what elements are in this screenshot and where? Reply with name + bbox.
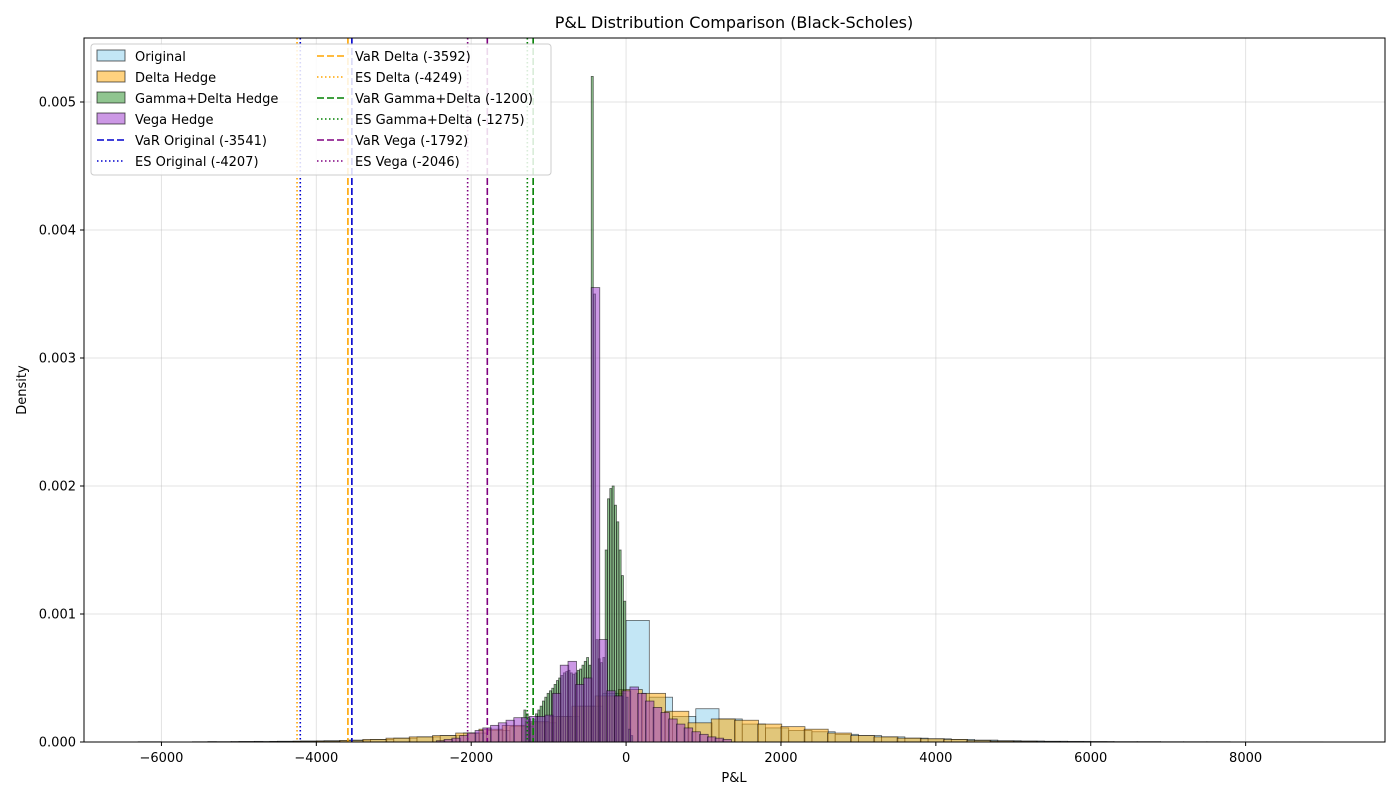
histogram-bar	[621, 690, 632, 743]
legend-item: Gamma+Delta Hedge	[96, 91, 278, 107]
histogram-bar	[780, 726, 806, 743]
histogram-bar	[637, 692, 647, 743]
legend-item: ES Original (-4207)	[97, 155, 259, 170]
histogram-bar	[567, 660, 577, 743]
legend-label: Vega Hedge	[135, 113, 214, 128]
y-tick-label: 0.003	[39, 352, 76, 367]
histogram-bar	[459, 735, 469, 743]
x-tick-label: 8000	[1229, 751, 1262, 766]
y-tick-label: 0.002	[39, 480, 76, 495]
legend-item: VaR Original (-3541)	[97, 134, 267, 149]
x-axis-label: P&L	[721, 771, 747, 786]
histogram-bar	[544, 714, 554, 743]
y-tick-label: 0.001	[39, 608, 76, 623]
legend-swatch	[96, 49, 126, 62]
legend-label: ES Original (-4207)	[135, 155, 259, 170]
legend-item: Original	[96, 49, 186, 65]
y-tick-label: 0.004	[39, 224, 76, 239]
histogram-bar	[606, 690, 616, 743]
legend-label: Delta Hedge	[135, 71, 216, 86]
y-tick-label: 0.000	[39, 736, 76, 751]
histogram-bar	[734, 719, 759, 743]
histogram-bar	[714, 737, 725, 743]
histogram-bar	[583, 677, 593, 743]
histogram-bar	[497, 722, 508, 743]
legend-item: VaR Vega (-1792)	[317, 134, 468, 149]
x-tick-label: −4000	[294, 751, 338, 766]
histogram-bar	[474, 730, 484, 743]
histogram-bar	[699, 733, 709, 743]
histogram-bars	[137, 76, 1324, 743]
legend-label: VaR Vega (-1792)	[355, 134, 468, 149]
x-tick-label: −6000	[139, 751, 183, 766]
chart-title: P&L Distribution Comparison (Black-Schol…	[555, 13, 914, 32]
legend-label: Gamma+Delta Hedge	[135, 92, 278, 107]
histogram-bar	[598, 639, 608, 743]
histogram-bar	[683, 727, 694, 743]
legend-swatch	[96, 112, 126, 125]
x-tick-label: 4000	[919, 751, 952, 766]
histogram-bar	[513, 717, 523, 743]
histogram-bar	[629, 686, 639, 743]
histogram-bar	[552, 692, 562, 743]
legend-label: ES Vega (-2046)	[355, 155, 460, 170]
legend-label: VaR Gamma+Delta (-1200)	[355, 92, 533, 107]
x-tick-label: 0	[622, 751, 630, 766]
legend-box	[90, 43, 552, 176]
legend-label: VaR Original (-3541)	[135, 134, 267, 149]
histogram-bar	[850, 735, 876, 743]
legend-label: ES Gamma+Delta (-1275)	[355, 113, 525, 128]
legend-item: VaR Delta (-3592)	[317, 50, 471, 65]
histogram-bar	[490, 724, 500, 743]
histogram-bar	[466, 732, 477, 743]
y-tick-label: 0.005	[39, 96, 76, 111]
histogram-bar	[575, 684, 585, 743]
histogram-bar	[660, 712, 670, 743]
legend-item: ES Vega (-2046)	[317, 155, 460, 170]
histogram-bar	[505, 719, 515, 743]
histogram-bar	[652, 707, 663, 743]
histogram-bar	[536, 716, 546, 743]
histogram-bar	[645, 700, 655, 743]
histogram-bar	[614, 695, 624, 743]
legend-label: ES Delta (-4249)	[355, 71, 462, 86]
legend-swatch	[96, 70, 126, 83]
histogram-bar	[408, 736, 434, 743]
histogram-bar	[691, 731, 701, 743]
y-axis-label: Density	[15, 365, 30, 415]
x-tick-label: −2000	[449, 751, 493, 766]
histogram-bar	[827, 732, 852, 743]
histogram-bar	[385, 737, 411, 743]
legend-item: ES Gamma+Delta (-1275)	[317, 113, 525, 128]
histogram-bar	[559, 664, 570, 743]
legend-item: VaR Gamma+Delta (-1200)	[317, 92, 533, 107]
histogram-bar	[451, 737, 461, 743]
histogram-bar	[706, 736, 717, 743]
histogram-bar	[896, 737, 922, 743]
histogram-bar	[676, 723, 686, 743]
x-axis: −6000 −4000 −2000 0 2000 4000 6000 8000	[139, 742, 1262, 766]
legend-item: Vega Hedge	[96, 112, 214, 128]
x-tick-label: 2000	[764, 751, 797, 766]
legend: Original Delta Hedge Gamma+Delta Hedge Vega…	[90, 43, 552, 176]
x-tick-label: 6000	[1074, 751, 1107, 766]
legend-swatch	[96, 91, 126, 104]
histogram-bar	[803, 728, 829, 743]
legend-item: Delta Hedge	[96, 70, 216, 86]
histogram-bar	[873, 736, 899, 743]
histogram-bar	[590, 287, 601, 743]
legend-label: VaR Delta (-3592)	[355, 50, 471, 65]
histogram-bar	[521, 717, 531, 743]
y-axis: 0.000 0.001 0.002 0.003 0.004 0.005	[39, 96, 84, 751]
histogram-bar	[757, 723, 783, 743]
plot-frame	[83, 37, 1386, 743]
legend-item: ES Delta (-4249)	[317, 71, 462, 86]
legend-label: Original	[135, 50, 186, 65]
histogram-bar	[668, 718, 678, 743]
